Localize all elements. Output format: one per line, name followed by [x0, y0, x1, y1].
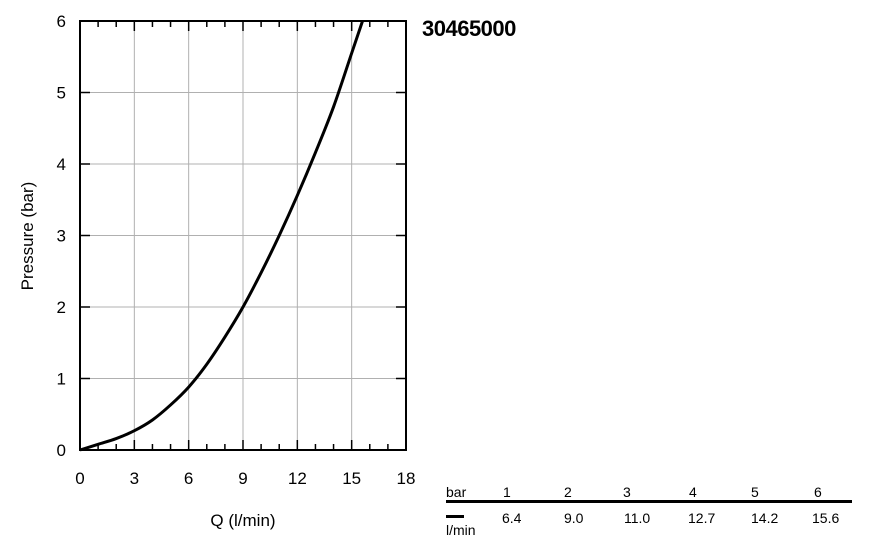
y-tick-label-1: 1	[57, 370, 66, 389]
x-tick-label-2: 6	[184, 469, 193, 488]
table-pressure-3: 3	[623, 484, 631, 500]
table-flow-4: 12.7	[688, 510, 716, 526]
product-code: 30465000	[422, 16, 516, 41]
table-pressure-6: 6	[814, 484, 822, 500]
y-tick-label-3: 3	[57, 227, 66, 246]
table-pressure-unit: bar	[446, 484, 467, 500]
table-pressure-2: 2	[564, 484, 572, 500]
table-rule	[446, 500, 852, 503]
chart-ticks	[79, 20, 407, 451]
x-tick-label-3: 9	[238, 469, 247, 488]
y-tick-labels: 0 1 2 3 4 5 6	[57, 12, 66, 460]
table-flow-6: 15.6	[812, 510, 840, 526]
table-flow-3: 11.0	[624, 510, 651, 526]
y-axis-title: Pressure (bar)	[18, 182, 37, 291]
x-tick-label-5: 15	[342, 469, 361, 488]
x-tick-label-0: 0	[75, 469, 84, 488]
table-pressure-1: 1	[503, 484, 511, 500]
y-tick-label-0: 0	[57, 441, 66, 460]
table-flow-5: 14.2	[751, 510, 779, 526]
table-flow-2: 9.0	[564, 510, 584, 526]
table-pressure-5: 5	[751, 484, 759, 500]
y-tick-label-4: 4	[57, 155, 66, 174]
legend-line-sample	[446, 515, 464, 518]
chart-grid	[80, 21, 406, 450]
x-tick-label-1: 3	[130, 469, 139, 488]
x-tick-label-6: 18	[397, 469, 416, 488]
y-tick-label-6: 6	[57, 12, 66, 31]
table-flow-unit: l/min	[446, 522, 476, 538]
x-tick-label-4: 12	[288, 469, 307, 488]
series-line	[79, 20, 364, 452]
x-tick-labels: 0 3 6 9 12 15 18	[75, 469, 415, 488]
y-tick-label-5: 5	[57, 84, 66, 103]
flow-table: bar l/min 1 2 3 4 5 6 6.4 9.0 11.0 12.7 …	[446, 484, 852, 544]
table-flow-1: 6.4	[502, 510, 522, 526]
y-tick-label-2: 2	[57, 298, 66, 317]
table-pressure-4: 4	[689, 484, 697, 500]
x-axis-title: Q (l/min)	[210, 511, 275, 530]
